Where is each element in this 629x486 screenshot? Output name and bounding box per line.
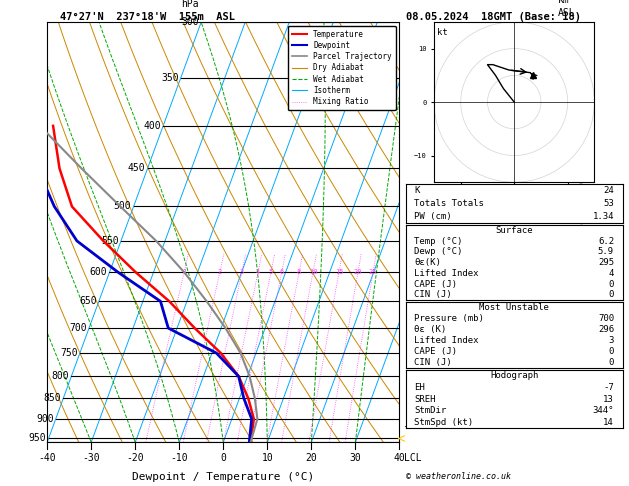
Text: StmSpd (kt): StmSpd (kt) <box>415 418 474 427</box>
Text: © weatheronline.co.uk: © weatheronline.co.uk <box>406 472 511 481</box>
Text: 4: 4 <box>256 269 260 276</box>
Text: Mixing Ratio (g/kg): Mixing Ratio (g/kg) <box>577 181 587 283</box>
Text: 4: 4 <box>454 302 459 312</box>
Text: 10: 10 <box>309 269 317 276</box>
Text: Lifted Index: Lifted Index <box>415 269 479 278</box>
Text: Temp (°C): Temp (°C) <box>415 237 463 245</box>
Text: 8: 8 <box>297 269 301 276</box>
Text: EH: EH <box>415 383 425 392</box>
Text: 296: 296 <box>598 325 614 334</box>
Text: 4: 4 <box>464 305 469 314</box>
Text: 5: 5 <box>472 250 478 260</box>
Text: Surface: Surface <box>496 226 533 235</box>
Text: 5: 5 <box>481 259 486 268</box>
Text: 4: 4 <box>609 269 614 278</box>
Text: 500: 500 <box>114 202 131 211</box>
Text: LCL: LCL <box>404 453 421 463</box>
Text: 700: 700 <box>69 323 87 333</box>
Text: Lifted Index: Lifted Index <box>415 336 479 345</box>
Text: Dewp (°C): Dewp (°C) <box>415 247 463 257</box>
Text: K: K <box>415 186 420 195</box>
Text: 7: 7 <box>514 137 520 147</box>
Text: -7: -7 <box>603 383 614 392</box>
Text: Totals Totals: Totals Totals <box>415 199 484 208</box>
Text: 650: 650 <box>79 296 97 306</box>
Text: 550: 550 <box>101 236 119 246</box>
Text: 30: 30 <box>350 453 361 463</box>
Text: 20: 20 <box>353 269 362 276</box>
Text: 850: 850 <box>43 393 61 403</box>
Text: 10: 10 <box>262 453 273 463</box>
Text: θε (K): θε (K) <box>415 325 447 334</box>
Legend: Temperature, Dewpoint, Parcel Trajectory, Dry Adiabat, Wet Adiabat, Isotherm, Mi: Temperature, Dewpoint, Parcel Trajectory… <box>288 26 396 110</box>
Text: 700: 700 <box>598 314 614 323</box>
Text: 6: 6 <box>492 196 498 207</box>
Text: 2: 2 <box>421 390 427 400</box>
Text: hPa: hPa <box>181 0 199 9</box>
Text: kt: kt <box>437 28 448 37</box>
Text: θε(K): θε(K) <box>415 258 442 267</box>
Text: km: km <box>558 0 570 5</box>
Text: 5: 5 <box>269 269 273 276</box>
Text: 400: 400 <box>143 121 161 131</box>
Text: 600: 600 <box>89 267 107 278</box>
Text: 0: 0 <box>609 291 614 299</box>
Text: -20: -20 <box>126 453 144 463</box>
Text: 750: 750 <box>60 348 77 358</box>
Text: 1.34: 1.34 <box>593 212 614 221</box>
Text: 2: 2 <box>218 269 222 276</box>
Text: 3: 3 <box>609 336 614 345</box>
Text: 13: 13 <box>603 395 614 403</box>
Text: 350: 350 <box>161 72 179 83</box>
Text: CAPE (J): CAPE (J) <box>415 347 457 356</box>
Text: 1: 1 <box>182 269 186 276</box>
Text: 6: 6 <box>279 269 284 276</box>
Text: 53: 53 <box>603 199 614 208</box>
Text: Pressure (mb): Pressure (mb) <box>415 314 484 323</box>
Text: 900: 900 <box>36 414 53 424</box>
Text: 3: 3 <box>435 354 440 364</box>
Text: StmDir: StmDir <box>415 406 447 415</box>
Text: 15: 15 <box>335 269 343 276</box>
Text: 300: 300 <box>181 17 199 27</box>
Text: 950: 950 <box>29 434 47 444</box>
Text: 47°27'N  237°18'W  155m  ASL: 47°27'N 237°18'W 155m ASL <box>60 12 235 22</box>
Text: Hodograph: Hodograph <box>490 371 538 380</box>
Text: ASL: ASL <box>558 8 576 17</box>
Text: 40: 40 <box>394 453 405 463</box>
Text: CIN (J): CIN (J) <box>415 358 452 367</box>
Text: 1: 1 <box>420 422 425 432</box>
Text: 24: 24 <box>603 186 614 195</box>
Text: 0: 0 <box>609 358 614 367</box>
Text: -30: -30 <box>82 453 100 463</box>
Text: 1: 1 <box>410 421 416 431</box>
Text: 3: 3 <box>240 269 244 276</box>
Text: 0: 0 <box>609 280 614 289</box>
Text: SREH: SREH <box>415 395 436 403</box>
Text: 0: 0 <box>220 453 226 463</box>
Text: 5.9: 5.9 <box>598 247 614 257</box>
Text: 25: 25 <box>369 269 377 276</box>
Text: -10: -10 <box>170 453 188 463</box>
Text: 20: 20 <box>306 453 317 463</box>
Text: 800: 800 <box>52 371 69 382</box>
Text: -40: -40 <box>38 453 56 463</box>
Text: 6.2: 6.2 <box>598 237 614 245</box>
Text: CIN (J): CIN (J) <box>415 291 452 299</box>
Text: PW (cm): PW (cm) <box>415 212 452 221</box>
Text: 3: 3 <box>447 352 451 361</box>
Text: 295: 295 <box>598 258 614 267</box>
Text: 344°: 344° <box>593 406 614 415</box>
Text: 0: 0 <box>609 347 614 356</box>
Text: Dewpoint / Temperature (°C): Dewpoint / Temperature (°C) <box>132 472 314 482</box>
Text: Most Unstable: Most Unstable <box>479 303 549 312</box>
Text: CAPE (J): CAPE (J) <box>415 280 457 289</box>
Text: 14: 14 <box>603 418 614 427</box>
Text: 450: 450 <box>128 163 145 174</box>
Text: 2: 2 <box>433 389 438 399</box>
Text: 08.05.2024  18GMT (Base: 18): 08.05.2024 18GMT (Base: 18) <box>406 12 581 22</box>
